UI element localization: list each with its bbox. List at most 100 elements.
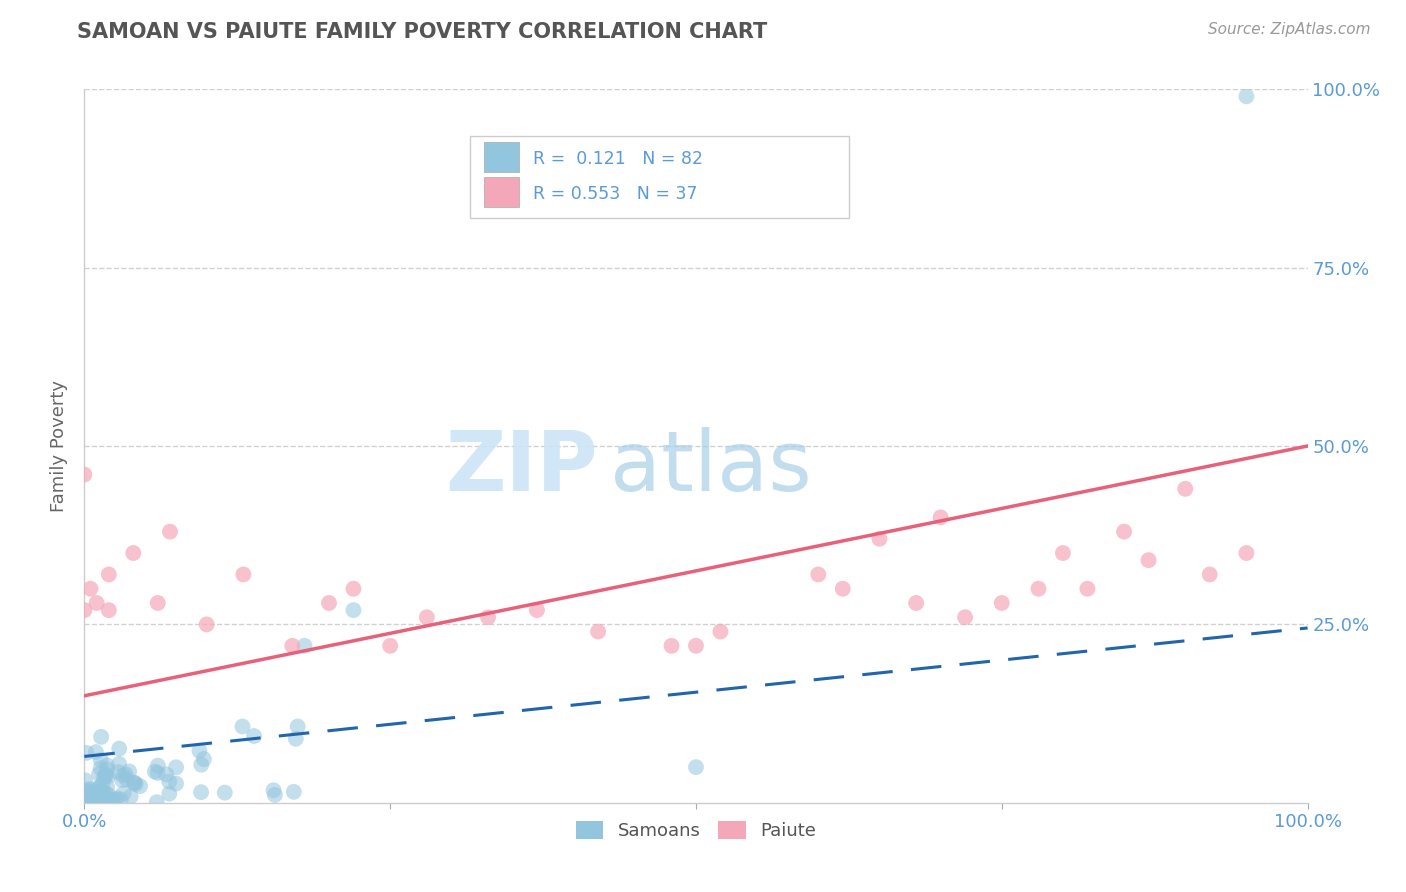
Point bbox=[112, 769, 135, 783]
Point bbox=[1028, 582, 1050, 596]
FancyBboxPatch shape bbox=[484, 142, 519, 171]
Point bbox=[342, 603, 364, 617]
Point bbox=[146, 765, 169, 780]
Point bbox=[83, 795, 105, 809]
Point bbox=[953, 610, 976, 624]
Point bbox=[1174, 482, 1197, 496]
Text: Source: ZipAtlas.com: Source: ZipAtlas.com bbox=[1208, 22, 1371, 37]
Point bbox=[73, 603, 96, 617]
Point bbox=[91, 792, 114, 806]
Point bbox=[124, 777, 146, 791]
Point bbox=[1052, 546, 1074, 560]
Text: atlas: atlas bbox=[610, 427, 813, 508]
Point bbox=[294, 639, 316, 653]
Point bbox=[108, 741, 131, 756]
Point bbox=[82, 795, 104, 809]
Point bbox=[90, 753, 112, 767]
Point bbox=[73, 467, 96, 482]
Point bbox=[283, 785, 305, 799]
Point bbox=[157, 774, 180, 789]
Point bbox=[685, 760, 707, 774]
Text: R = 0.553   N = 37: R = 0.553 N = 37 bbox=[533, 185, 697, 202]
Point bbox=[685, 639, 707, 653]
Point bbox=[190, 785, 212, 799]
Point bbox=[287, 719, 309, 733]
Point bbox=[146, 795, 169, 809]
Text: SAMOAN VS PAIUTE FAMILY POVERTY CORRELATION CHART: SAMOAN VS PAIUTE FAMILY POVERTY CORRELAT… bbox=[77, 22, 768, 42]
Text: ZIP: ZIP bbox=[446, 427, 598, 508]
Point bbox=[80, 796, 103, 810]
Point bbox=[905, 596, 928, 610]
Point bbox=[94, 769, 117, 783]
Point bbox=[1236, 89, 1258, 103]
Point bbox=[188, 744, 211, 758]
Point bbox=[807, 567, 830, 582]
Point bbox=[159, 524, 181, 539]
Point bbox=[114, 767, 136, 781]
Point bbox=[709, 624, 731, 639]
Point bbox=[157, 787, 180, 801]
Point bbox=[87, 780, 110, 795]
Point bbox=[94, 767, 117, 781]
Point bbox=[93, 770, 115, 784]
Y-axis label: Family Poverty: Family Poverty bbox=[51, 380, 69, 512]
Point bbox=[87, 767, 110, 781]
Point bbox=[79, 582, 101, 596]
Point bbox=[76, 785, 98, 799]
Point bbox=[263, 783, 285, 797]
Point bbox=[79, 782, 101, 797]
Legend: Samoans, Paiute: Samoans, Paiute bbox=[569, 814, 823, 847]
Point bbox=[342, 582, 364, 596]
Point bbox=[146, 596, 169, 610]
Point bbox=[97, 769, 120, 783]
Point bbox=[1236, 546, 1258, 560]
Point bbox=[91, 792, 114, 806]
Point bbox=[318, 596, 340, 610]
Point bbox=[146, 758, 169, 772]
Point bbox=[97, 567, 120, 582]
Point bbox=[101, 793, 124, 807]
Point bbox=[93, 795, 115, 809]
Point bbox=[73, 792, 96, 806]
Point bbox=[231, 719, 253, 733]
Point bbox=[281, 639, 304, 653]
Point bbox=[526, 603, 548, 617]
Point bbox=[96, 758, 118, 772]
Point bbox=[91, 776, 114, 790]
Point bbox=[165, 776, 187, 790]
Point bbox=[120, 789, 142, 804]
Point bbox=[165, 760, 187, 774]
Point bbox=[122, 546, 145, 560]
Point bbox=[1198, 567, 1220, 582]
Point bbox=[124, 776, 146, 790]
Point bbox=[129, 779, 152, 793]
Point bbox=[76, 789, 98, 803]
Point bbox=[75, 773, 97, 788]
Point bbox=[86, 793, 108, 807]
Point bbox=[195, 617, 218, 632]
Point bbox=[87, 781, 110, 796]
Point bbox=[98, 793, 121, 807]
Point bbox=[929, 510, 952, 524]
Point bbox=[869, 532, 891, 546]
Point bbox=[111, 773, 134, 788]
FancyBboxPatch shape bbox=[484, 177, 519, 207]
Point bbox=[84, 745, 107, 759]
Point bbox=[232, 567, 254, 582]
Point bbox=[97, 603, 120, 617]
Point bbox=[83, 791, 105, 805]
Point bbox=[416, 610, 439, 624]
Point bbox=[76, 782, 98, 797]
Point bbox=[90, 761, 112, 775]
Point bbox=[193, 752, 215, 766]
Point bbox=[96, 780, 118, 794]
Point bbox=[115, 772, 138, 787]
Point bbox=[91, 784, 114, 798]
Point bbox=[86, 596, 108, 610]
Point bbox=[831, 582, 853, 596]
Point bbox=[284, 731, 307, 746]
Point bbox=[108, 756, 131, 771]
Point bbox=[75, 746, 97, 760]
Point bbox=[190, 757, 212, 772]
Point bbox=[97, 788, 120, 802]
